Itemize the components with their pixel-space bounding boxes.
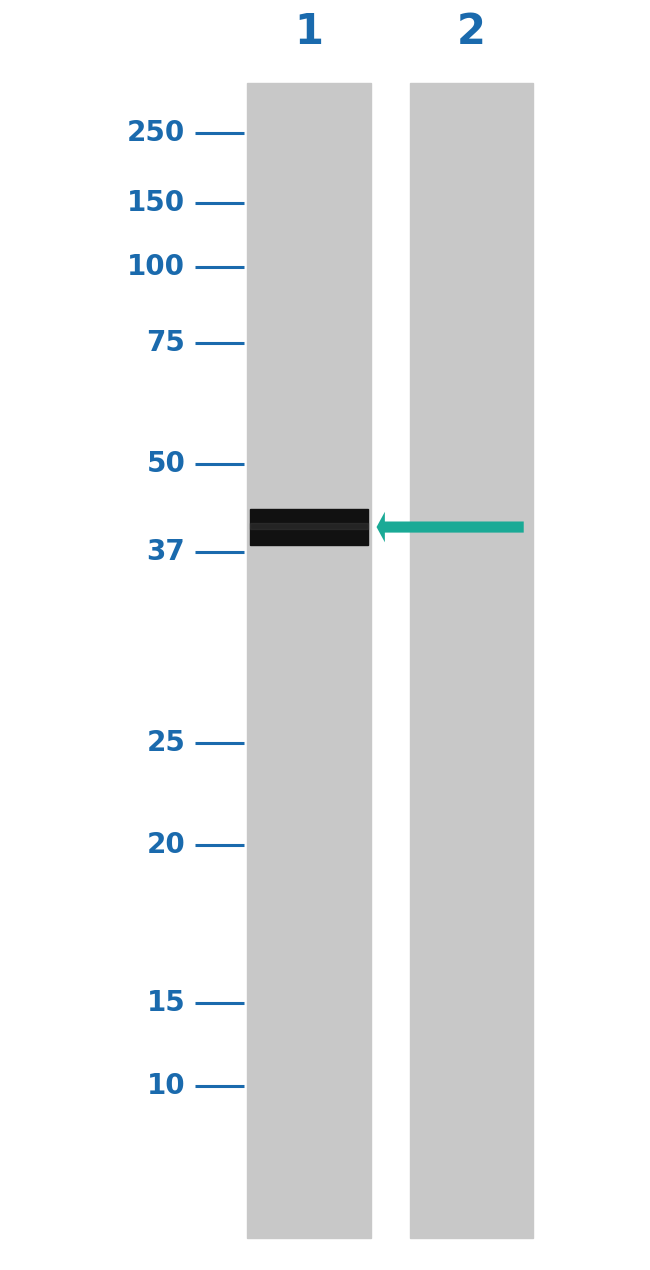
Text: 150: 150 <box>127 189 185 217</box>
Bar <box>250 509 368 545</box>
Bar <box>410 83 533 1238</box>
Bar <box>247 83 370 1238</box>
Text: 10: 10 <box>147 1072 185 1100</box>
Text: 250: 250 <box>127 119 185 147</box>
Text: 25: 25 <box>146 729 185 757</box>
Text: 75: 75 <box>146 329 185 357</box>
Text: 2: 2 <box>457 10 486 53</box>
Text: 15: 15 <box>146 989 185 1017</box>
Text: 50: 50 <box>146 450 185 478</box>
Text: 100: 100 <box>127 253 185 281</box>
Text: 1: 1 <box>294 10 323 53</box>
Text: 37: 37 <box>146 538 185 566</box>
Bar <box>250 523 368 530</box>
Text: 20: 20 <box>146 831 185 859</box>
